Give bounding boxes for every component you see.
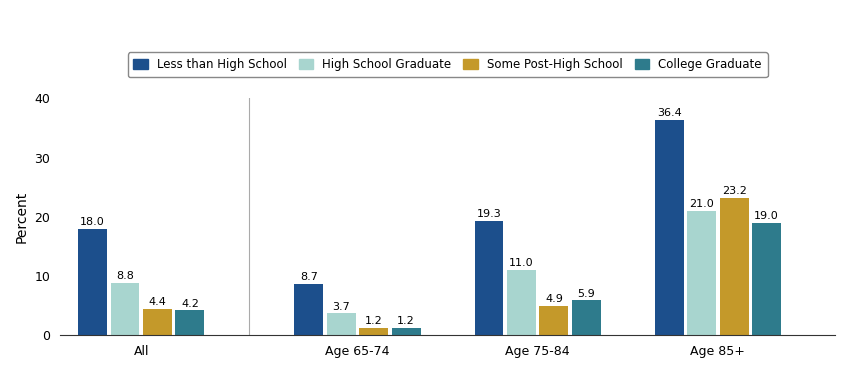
Text: 8.7: 8.7 [300,272,318,282]
Text: 4.9: 4.9 [545,294,563,304]
Text: 21.0: 21.0 [689,199,714,209]
Text: 8.8: 8.8 [116,272,134,281]
Bar [507,270,536,335]
Bar [110,283,139,335]
Bar [360,328,388,335]
Bar [175,310,204,335]
Text: 1.2: 1.2 [397,316,415,326]
Bar [688,211,716,335]
Text: 19.3: 19.3 [477,209,501,219]
Y-axis label: Percent: Percent [15,191,29,243]
Text: 36.4: 36.4 [657,108,682,118]
Bar [294,284,323,335]
Bar [572,300,601,335]
Bar [78,229,107,335]
Text: 4.4: 4.4 [149,297,167,307]
Bar [392,328,421,335]
Text: 3.7: 3.7 [332,302,350,311]
Legend: Less than High School, High School Graduate, Some Post-High School, College Grad: Less than High School, High School Gradu… [128,52,768,77]
Bar [540,306,569,335]
Bar [474,221,503,335]
Text: 1.2: 1.2 [365,316,382,326]
Text: 23.2: 23.2 [722,186,746,196]
Bar [752,223,781,335]
Bar [720,198,749,335]
Text: 19.0: 19.0 [754,211,779,221]
Text: 4.2: 4.2 [181,299,199,308]
Text: 18.0: 18.0 [80,217,105,227]
Bar [654,120,683,335]
Text: 11.0: 11.0 [509,258,534,268]
Text: 5.9: 5.9 [577,289,595,298]
Bar [143,309,172,335]
Bar [327,313,355,335]
